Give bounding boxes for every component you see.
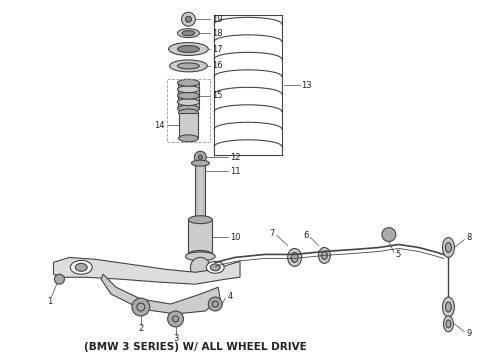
Ellipse shape (443, 316, 453, 332)
Ellipse shape (288, 248, 301, 266)
Ellipse shape (291, 252, 298, 262)
Text: 3: 3 (173, 334, 178, 343)
Ellipse shape (210, 264, 220, 271)
Ellipse shape (442, 297, 454, 317)
Ellipse shape (178, 135, 198, 142)
Text: 14: 14 (154, 121, 165, 130)
Text: 18: 18 (212, 29, 223, 38)
Circle shape (54, 274, 64, 284)
Bar (189, 220, 212, 255)
Text: (BMW 3 SERIES) W/ ALL WHEEL DRIVE: (BMW 3 SERIES) W/ ALL WHEEL DRIVE (84, 342, 307, 352)
Ellipse shape (177, 46, 199, 53)
Text: 16: 16 (212, 62, 223, 71)
Text: 6: 6 (303, 231, 309, 240)
Circle shape (181, 12, 196, 26)
Ellipse shape (445, 243, 451, 252)
Ellipse shape (75, 264, 87, 271)
Ellipse shape (442, 238, 454, 257)
Ellipse shape (177, 99, 199, 105)
Text: 12: 12 (230, 153, 241, 162)
Ellipse shape (177, 63, 199, 69)
Bar (177, 83, 199, 109)
Ellipse shape (185, 252, 215, 261)
Circle shape (208, 297, 222, 311)
Bar (178, 113, 198, 138)
Ellipse shape (177, 79, 199, 86)
Text: 5: 5 (396, 250, 401, 259)
Circle shape (198, 155, 202, 159)
Ellipse shape (189, 216, 212, 224)
Text: 13: 13 (301, 81, 312, 90)
Polygon shape (101, 274, 220, 314)
Text: 15: 15 (212, 91, 223, 100)
Text: 19: 19 (212, 15, 223, 24)
Ellipse shape (71, 260, 92, 274)
Ellipse shape (321, 251, 327, 260)
Ellipse shape (169, 42, 208, 55)
Ellipse shape (446, 320, 451, 328)
Bar (167, 79, 210, 142)
Text: 17: 17 (212, 45, 223, 54)
Circle shape (185, 16, 192, 22)
Ellipse shape (445, 302, 451, 312)
Text: 10: 10 (230, 233, 241, 242)
Text: 1: 1 (47, 297, 52, 306)
Text: 2: 2 (138, 324, 144, 333)
Bar (196, 163, 205, 218)
Polygon shape (53, 257, 240, 284)
Ellipse shape (182, 31, 195, 36)
Circle shape (132, 298, 150, 316)
Circle shape (168, 311, 183, 327)
Text: 7: 7 (270, 229, 275, 238)
Ellipse shape (318, 247, 330, 264)
Text: 11: 11 (230, 167, 241, 176)
Ellipse shape (170, 60, 207, 72)
Ellipse shape (177, 105, 199, 112)
Ellipse shape (177, 92, 199, 99)
Ellipse shape (177, 29, 199, 37)
Circle shape (195, 151, 206, 163)
Text: 9: 9 (466, 329, 471, 338)
Circle shape (382, 228, 396, 242)
Text: 4: 4 (227, 292, 232, 301)
Ellipse shape (206, 261, 224, 273)
Text: 8: 8 (466, 233, 472, 242)
Ellipse shape (192, 160, 209, 166)
Ellipse shape (177, 86, 199, 93)
Ellipse shape (189, 251, 212, 258)
Ellipse shape (191, 257, 210, 277)
Ellipse shape (178, 109, 198, 116)
